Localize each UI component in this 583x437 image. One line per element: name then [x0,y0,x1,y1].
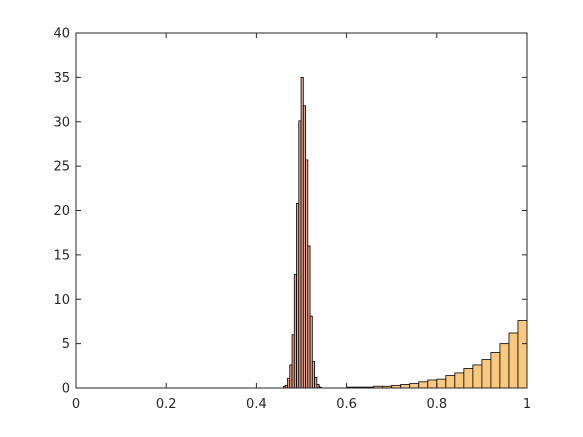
histogram-bar [481,359,492,389]
x-tick-label: 0.4 [246,397,267,412]
histogram-bar [400,384,411,389]
x-tick-label: 1 [523,397,531,412]
x-tick-label: 0.8 [426,397,447,412]
histogram-bar [418,381,429,389]
y-tick-label: 40 [53,27,70,42]
y-tick-label: 10 [53,293,70,308]
y-tick-label: 25 [53,160,70,175]
x-tick-label: 0.2 [156,397,177,412]
x-tick-label: 0 [72,397,80,412]
histogram-bar [463,368,474,389]
histogram-bar [472,364,483,389]
y-tick-label: 15 [53,248,70,263]
histogram-bar [499,343,510,389]
x-tick-label: 0.6 [336,397,357,412]
y-tick-label: 0 [62,382,70,397]
y-tick-label: 30 [53,115,70,130]
histogram-bar [517,320,528,389]
y-tick-label: 5 [62,337,70,352]
histogram-bar [445,375,456,389]
histogram-bar [436,378,447,389]
histogram-bar [508,332,519,389]
histogram-bar [454,372,465,389]
y-tick-label: 35 [53,71,70,86]
histogram-bar [427,379,438,389]
histogram-bar [409,383,420,389]
bars-layer [283,76,528,389]
histogram-bar [490,352,501,389]
y-tick-label: 20 [53,204,70,219]
